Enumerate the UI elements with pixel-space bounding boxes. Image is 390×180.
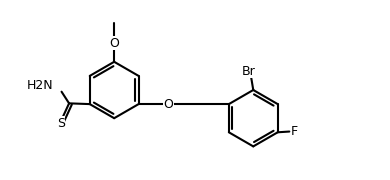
Text: H2N: H2N: [27, 79, 53, 92]
Text: S: S: [57, 117, 65, 130]
Text: F: F: [291, 125, 298, 138]
Text: Br: Br: [242, 65, 255, 78]
Text: O: O: [109, 37, 119, 50]
Text: O: O: [163, 98, 173, 111]
